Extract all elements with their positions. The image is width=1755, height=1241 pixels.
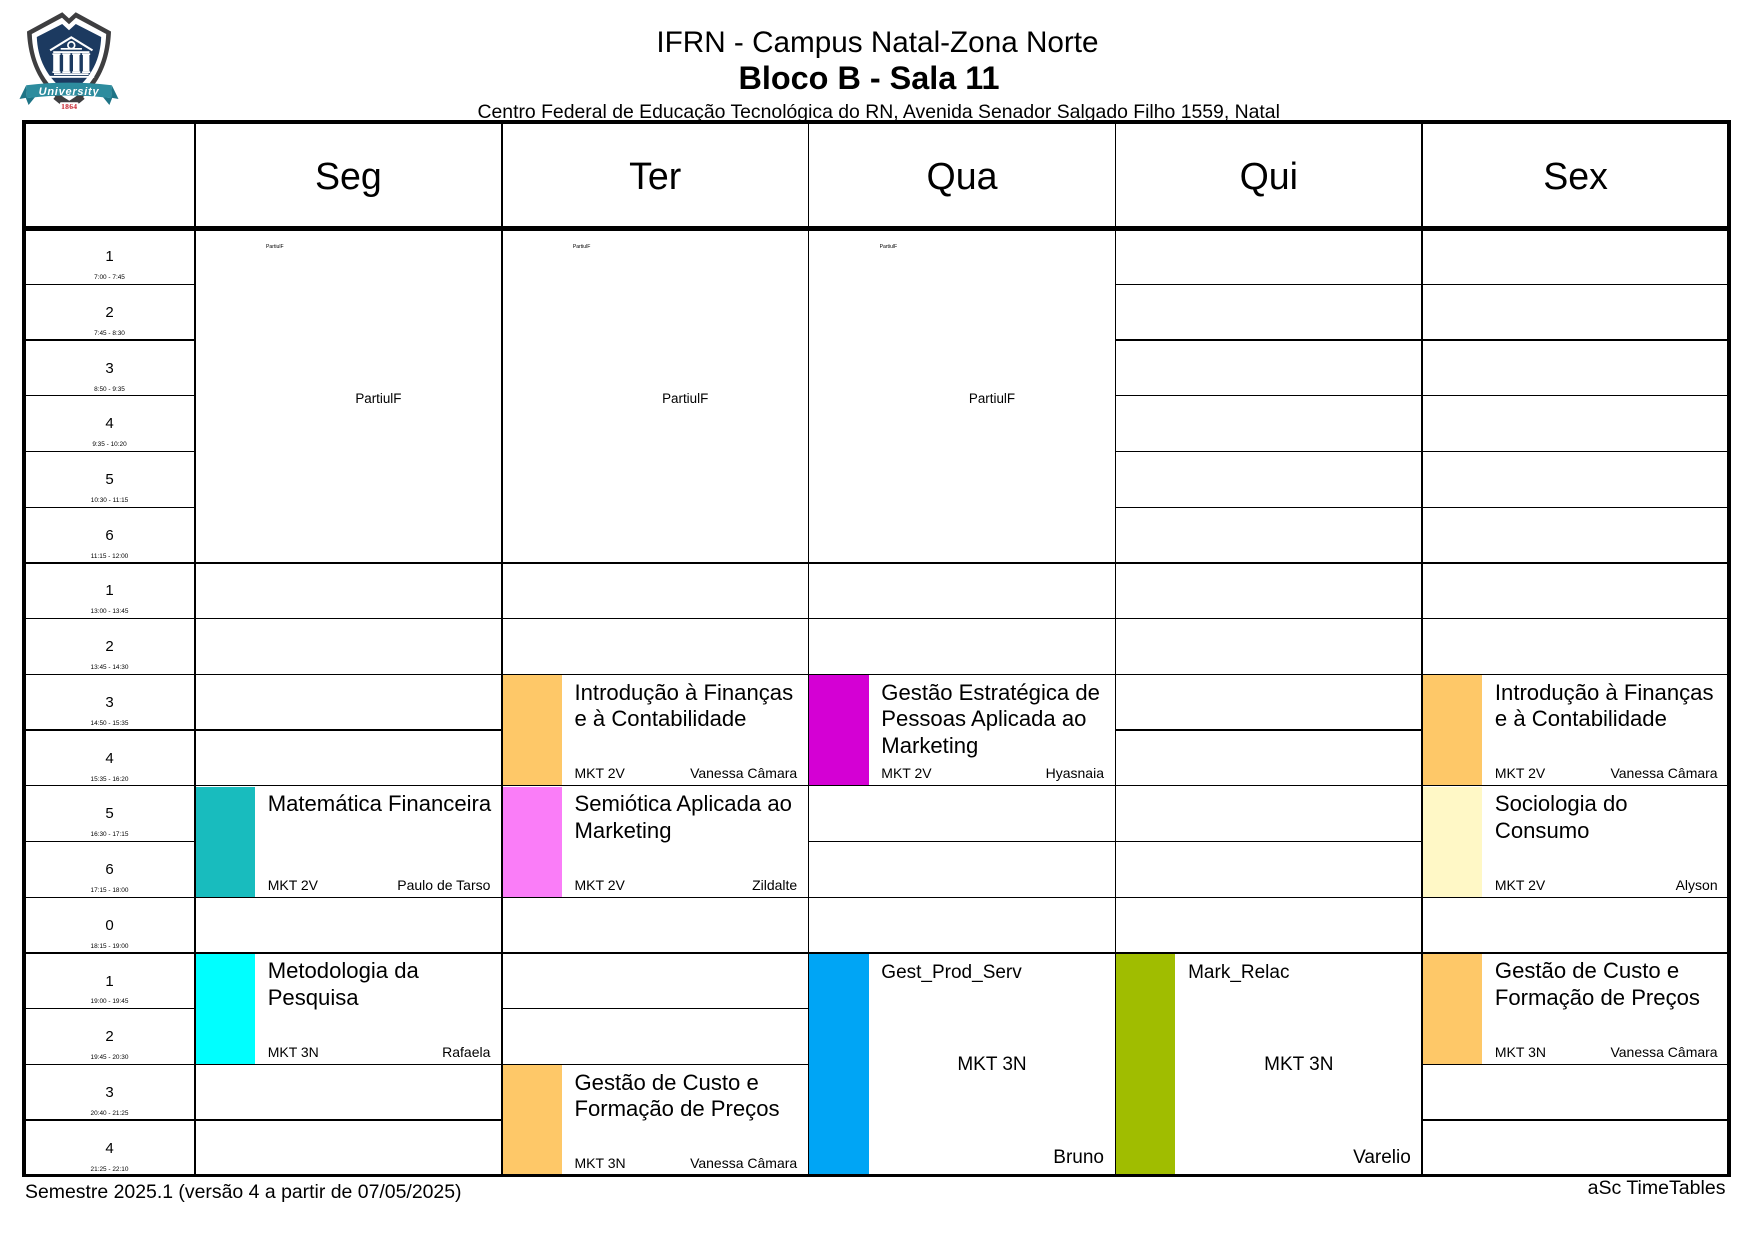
svg-text:University: University bbox=[39, 86, 100, 98]
svg-text:1864: 1864 bbox=[61, 102, 77, 111]
